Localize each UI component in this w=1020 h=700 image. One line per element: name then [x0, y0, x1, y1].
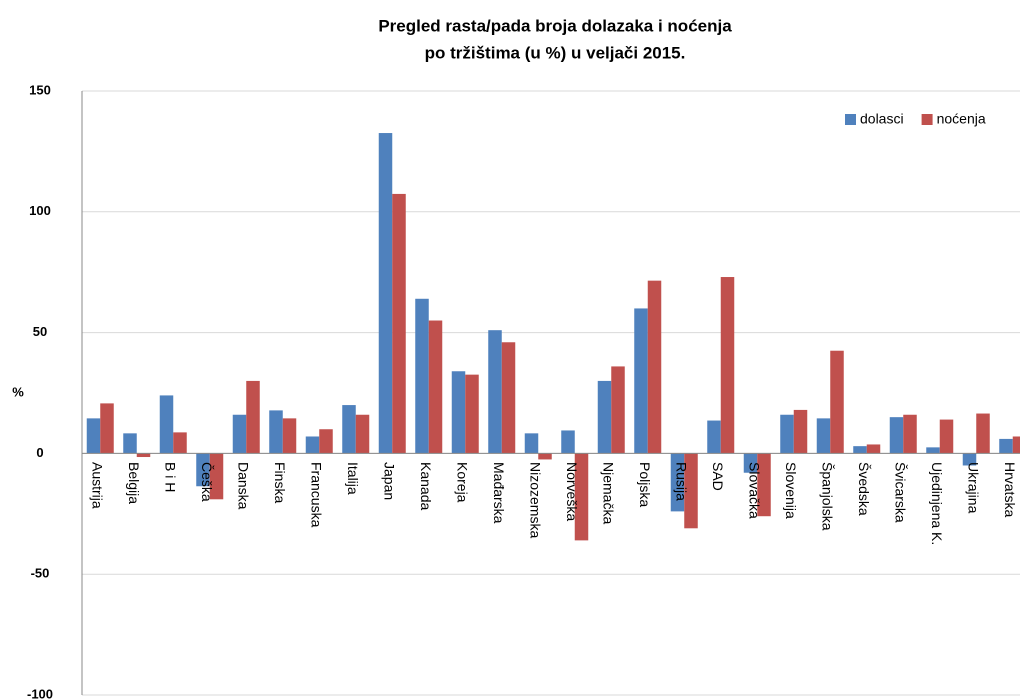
chart-title: po tržištima (u %) u veljači 2015.: [425, 43, 686, 62]
y-tick-label: 100: [29, 203, 51, 218]
bar: [488, 330, 502, 454]
bar: [282, 418, 297, 454]
bar: [720, 277, 735, 454]
bar: [319, 429, 333, 454]
legend-swatch: [921, 114, 933, 125]
bar: [757, 453, 771, 517]
bar: [647, 280, 662, 454]
bar: [670, 453, 685, 512]
bar: [780, 414, 794, 454]
x-tick-label: Rusija: [674, 462, 690, 501]
bar: [392, 193, 406, 454]
x-tick-label: B i H: [163, 462, 179, 492]
bar: [634, 308, 648, 454]
bar: [926, 447, 940, 454]
bar: [1012, 436, 1020, 454]
bar: [793, 409, 808, 454]
bar: [574, 453, 589, 541]
bar: [830, 350, 844, 454]
bar: [816, 418, 831, 454]
bar: [378, 133, 393, 454]
x-tick-label: Norveška: [564, 462, 580, 521]
bar: [538, 453, 552, 460]
x-tick-label: Njemačka: [601, 462, 617, 524]
x-tick-label: Češka: [199, 462, 215, 502]
bar: [976, 413, 990, 454]
bar: [355, 414, 370, 454]
x-tick-label: SAD: [710, 462, 726, 491]
bar: [428, 320, 443, 454]
x-tick-label: Hrvatska: [1002, 462, 1018, 517]
bar: [123, 433, 137, 454]
bar: [196, 453, 210, 487]
x-tick-label: Italija: [345, 462, 361, 495]
legend-label: dolasci: [860, 111, 904, 127]
bar: [962, 453, 977, 466]
y-tick-label: 50: [33, 324, 47, 339]
x-tick-label: Finska: [272, 462, 288, 503]
bar: [342, 405, 356, 454]
y-axis-label: %: [12, 384, 24, 399]
bar: [305, 436, 320, 454]
bar: [597, 380, 612, 454]
x-tick-label: Slovačka: [747, 462, 763, 519]
bar: [684, 453, 698, 529]
x-tick-label: Slovenija: [783, 462, 799, 519]
bar: [100, 403, 114, 454]
y-tick-label: -50: [31, 566, 50, 581]
chart-title: Pregled rasta/pada broja dolazaka i noće…: [378, 16, 732, 35]
bar: [209, 453, 224, 500]
bar: [743, 453, 758, 473]
bar: [561, 430, 575, 454]
bar: [939, 419, 954, 454]
y-tick-label: 150: [29, 82, 51, 97]
x-tick-label: Danska: [236, 462, 252, 510]
bar: [611, 366, 625, 454]
bar: [501, 342, 516, 454]
bar: [246, 380, 260, 454]
x-tick-label: Nizozemska: [528, 462, 544, 538]
bar: [866, 444, 881, 454]
x-tick-label: Mađarska: [491, 462, 507, 524]
bar: [465, 374, 479, 454]
bar: [889, 417, 904, 454]
bar: [853, 446, 867, 454]
bar: [903, 414, 917, 454]
x-tick-label: Kanada: [418, 462, 434, 510]
legend-swatch: [845, 114, 856, 125]
bar: [524, 433, 539, 454]
legend-label: noćenja: [937, 111, 986, 127]
x-tick-label: Ujedinjena K.: [929, 462, 945, 545]
bar: [173, 432, 187, 454]
y-tick-label: -100: [27, 686, 53, 700]
bar: [451, 371, 466, 454]
x-tick-label: Francuska: [309, 462, 325, 528]
bar: [415, 298, 429, 454]
x-tick-label: Japan: [382, 462, 398, 500]
bar: [86, 418, 101, 454]
bar: [136, 453, 151, 458]
x-tick-label: Ukrajina: [966, 462, 982, 514]
y-tick-label: 0: [36, 445, 43, 460]
x-tick-label: Austrija: [90, 462, 106, 509]
bar: [707, 420, 721, 454]
bar: [999, 438, 1013, 454]
x-tick-label: Španjolska: [820, 462, 836, 531]
x-tick-label: Poljska: [637, 462, 653, 507]
x-tick-label: Koreja: [455, 462, 471, 503]
bar: [159, 395, 174, 454]
x-tick-label: Švedska: [856, 462, 872, 516]
bar: [269, 410, 283, 454]
x-tick-label: Švicarska: [893, 462, 909, 523]
x-tick-label: Belgija: [126, 462, 142, 504]
bar: [232, 414, 247, 454]
